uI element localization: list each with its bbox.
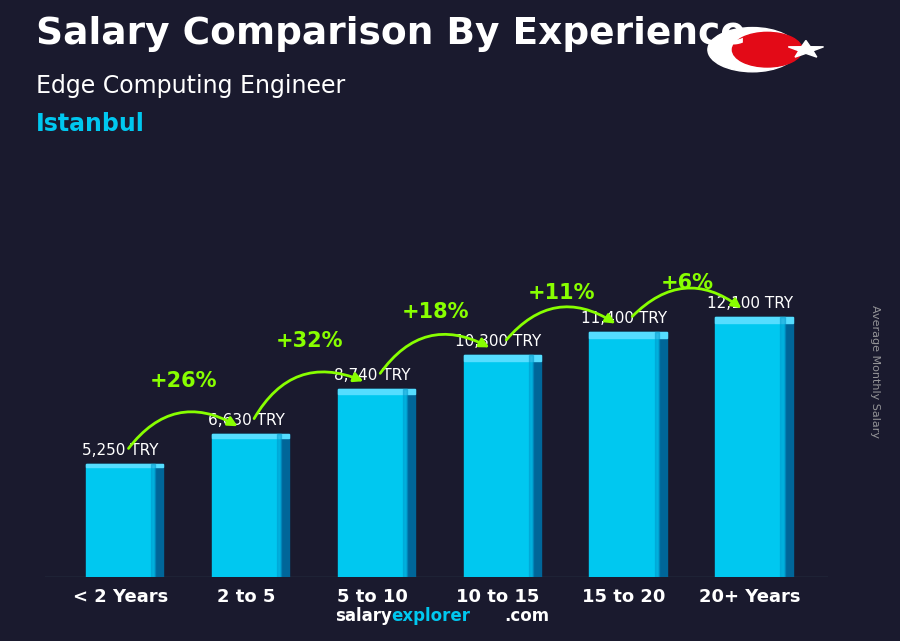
Bar [407,389,415,577]
FancyArrowPatch shape [380,335,487,373]
Circle shape [708,28,797,72]
FancyArrowPatch shape [507,307,613,340]
Text: +26%: +26% [149,371,217,391]
Bar [338,389,415,394]
Text: 5,250 TRY: 5,250 TRY [82,443,158,458]
Bar [151,464,155,577]
Bar [590,332,667,338]
Bar [281,435,289,577]
Text: 8,740 TRY: 8,740 TRY [334,368,410,383]
Bar [338,389,407,577]
Text: explorer: explorer [392,607,471,625]
Bar [212,435,289,438]
Bar [716,317,793,323]
Bar [590,332,659,577]
Text: +18%: +18% [401,302,469,322]
Bar [780,317,785,577]
FancyArrowPatch shape [254,372,361,419]
Bar [277,435,281,577]
Bar [212,435,281,577]
Bar [464,355,533,577]
Polygon shape [788,40,824,57]
Circle shape [733,32,802,67]
Text: 12,100 TRY: 12,100 TRY [706,296,793,311]
Text: salary: salary [335,607,392,625]
Bar [716,317,785,577]
Bar [659,332,667,577]
Bar [654,332,659,577]
Bar [785,317,793,577]
FancyArrowPatch shape [633,288,739,317]
Text: Edge Computing Engineer: Edge Computing Engineer [36,74,346,97]
Text: 6,630 TRY: 6,630 TRY [208,413,285,428]
FancyArrowPatch shape [129,412,235,449]
Bar [86,464,155,577]
Text: Average Monthly Salary: Average Monthly Salary [869,305,880,438]
Bar [533,355,541,577]
Text: +6%: +6% [661,273,714,294]
Bar [403,389,407,577]
Text: Istanbul: Istanbul [36,112,145,136]
Text: 10,300 TRY: 10,300 TRY [455,335,541,349]
Text: .com: .com [504,607,549,625]
Bar [86,464,164,467]
Text: +32%: +32% [275,331,343,351]
Bar [528,355,533,577]
Text: Salary Comparison By Experience: Salary Comparison By Experience [36,16,746,52]
Text: 11,400 TRY: 11,400 TRY [581,311,667,326]
Bar [464,355,541,361]
Bar [155,464,164,577]
Text: +11%: +11% [527,283,595,303]
